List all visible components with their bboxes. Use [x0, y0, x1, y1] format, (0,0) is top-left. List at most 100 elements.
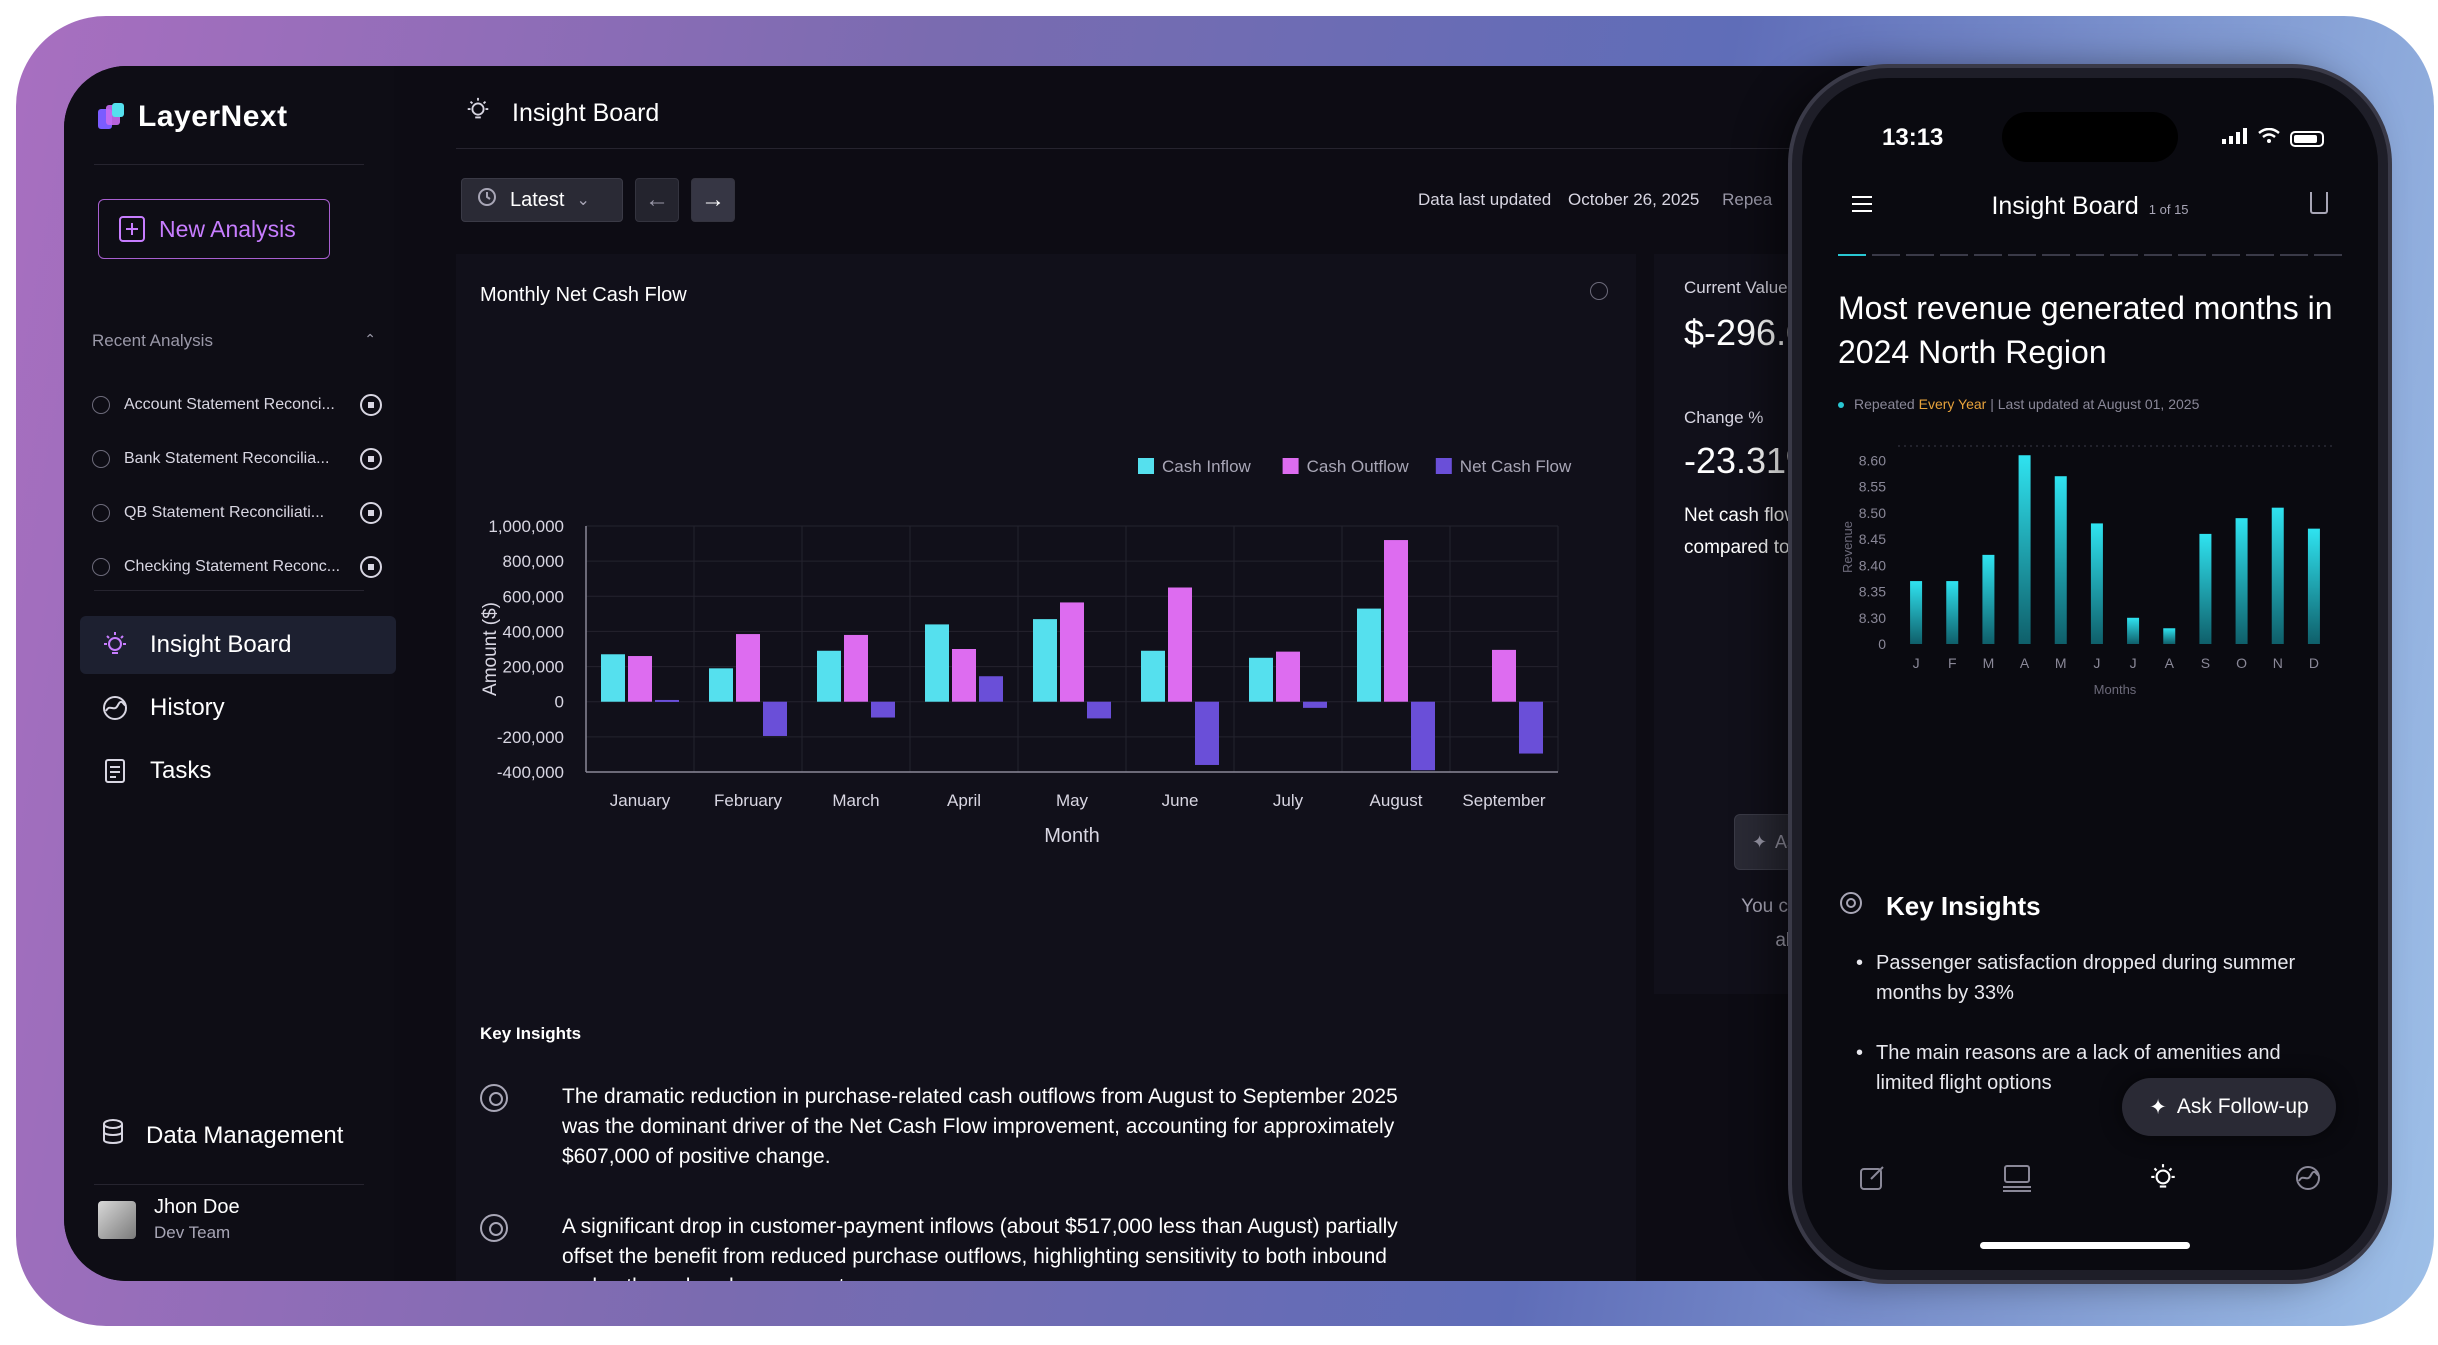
lightbulb-icon [464, 96, 492, 131]
phone-key-insights-title: Key Insights [1838, 890, 2041, 923]
stop-icon[interactable] [360, 394, 382, 416]
insight-line: was the dominant driver of the Net Cash … [562, 1115, 1395, 1138]
x-tick-label: May [1056, 791, 1089, 810]
bar [1141, 650, 1165, 702]
tab-insight-board[interactable] [2143, 1160, 2183, 1200]
insight-icon [480, 1084, 508, 1112]
meta-every: Every Year [1918, 396, 1987, 412]
legend-label: Cash Inflow [1162, 457, 1252, 476]
recent-analysis-header[interactable]: Recent Analysis ⌃ [92, 331, 376, 351]
stop-icon[interactable] [360, 448, 382, 470]
legend-swatch [1138, 458, 1154, 474]
recent-item[interactable]: QB Statement Reconciliati... [92, 486, 382, 540]
bar [871, 701, 895, 718]
stop-icon[interactable] [360, 556, 382, 578]
toolbar: Latest ⌄ ← → [461, 178, 735, 222]
sidebar-item-insight-board[interactable]: Insight Board [80, 616, 396, 674]
recent-analysis-list: Account Statement Reconci... Bank Statem… [92, 378, 382, 594]
insight-line: offset the benefit from reduced purchase… [562, 1245, 1387, 1268]
repeat-label: Repea [1722, 190, 1773, 209]
bar [1168, 587, 1192, 702]
history-icon [2293, 1163, 2323, 1198]
x-tick-label: March [832, 791, 879, 810]
menu-icon[interactable] [1852, 196, 1872, 217]
new-analysis-button[interactable]: New Analysis [98, 199, 330, 259]
wifi-icon [2258, 127, 2280, 149]
recent-item-label: Bank Statement Reconcilia... [124, 450, 330, 467]
legend-swatch [1282, 458, 1299, 474]
progress-segment [2212, 254, 2240, 256]
sidebar-item-tasks[interactable]: Tasks [80, 742, 396, 800]
data-management-label: Data Management [146, 1121, 344, 1149]
progress-segment [2042, 254, 2070, 256]
page-indicator: 1 of 15 [2148, 202, 2189, 217]
tab-history[interactable] [2288, 1160, 2328, 1200]
x-axis-label: Month [1044, 825, 1100, 847]
phone-key-insights-label: Key Insights [1886, 891, 2041, 921]
bar [1060, 602, 1084, 702]
progress-segment [2076, 254, 2104, 256]
sidebar-item-label: History [150, 694, 225, 721]
bar [1384, 540, 1408, 702]
phone-title: Insight Board 1 of 15 [1802, 192, 2378, 221]
value-note: Net cash flow im compared to Aug [1684, 500, 1828, 564]
x-tick-label: September [1462, 791, 1545, 810]
x-tick-label: J [2093, 655, 2100, 671]
recent-item-label: Checking Statement Reconc... [124, 558, 341, 575]
y-tick-label: 8.60 [1859, 452, 1886, 468]
insight-text: The dramatic reduction in purchase-relat… [562, 1082, 1398, 1172]
sidebar-item-label: Tasks [150, 757, 212, 784]
updated-date: October 26, 2025 [1568, 190, 1700, 209]
progress-segment [2280, 254, 2308, 256]
insight-line: and outbound cash movements. [562, 1272, 1398, 1281]
x-tick-label: S [2201, 655, 2210, 671]
edit-icon [1857, 1163, 1887, 1198]
sidebar-item-history[interactable]: History [80, 679, 396, 737]
info-icon[interactable] [1590, 282, 1608, 300]
phone-heading: Most revenue generated months in 2024 No… [1838, 290, 2333, 370]
bar [2127, 617, 2140, 644]
bar [1519, 701, 1543, 754]
bar [2199, 533, 2212, 644]
current-value-label: Current Value [1684, 278, 1788, 297]
ask-follow-up-button[interactable]: ✦ Ask Follow-up [2122, 1078, 2336, 1136]
recent-analysis-title: Recent Analysis [92, 331, 213, 350]
sidebar-item-data-management[interactable]: Data Management [100, 1118, 343, 1153]
bar [1249, 657, 1273, 702]
history-icon [100, 693, 130, 723]
phone-header: Insight Board 1 of 15 [1802, 178, 2378, 238]
legend-swatch [1435, 458, 1452, 474]
insight-line: $607,000 of positive change. [562, 1145, 831, 1168]
previous-button[interactable]: ← [635, 178, 679, 222]
user-profile[interactable]: Jhon Doe Dev Team [98, 1196, 240, 1243]
bar [2163, 628, 2176, 644]
progress-segment [2314, 254, 2342, 256]
sidebar-divider [94, 164, 364, 165]
chevron-up-icon[interactable]: ⌃ [364, 331, 376, 347]
stop-icon[interactable] [360, 502, 382, 524]
x-tick-label: April [947, 791, 981, 810]
phone-mockup: 13:13 Insight Board 1 of 15 [1792, 68, 2388, 1280]
tab-tasks[interactable] [1997, 1160, 2037, 1200]
phone-meta: Repeated Every Year | Last updated at Au… [1838, 396, 2199, 412]
progress-segment [1974, 254, 2002, 256]
bar [2271, 507, 2284, 644]
y-tick-label: 0 [1878, 636, 1886, 652]
progress-segment [2110, 254, 2138, 256]
bar [601, 654, 625, 702]
bar [763, 701, 787, 736]
bar [1357, 608, 1381, 702]
next-button[interactable]: → [691, 178, 735, 222]
share-icon[interactable] [2310, 192, 2328, 214]
tab-new[interactable] [1852, 1160, 1892, 1200]
list-item: Passenger satisfaction dropped during su… [1856, 948, 2336, 1008]
insight-line: A significant drop in customer-payment i… [562, 1215, 1398, 1238]
bar [655, 699, 679, 702]
y-tick-label: 8.40 [1859, 557, 1886, 573]
recent-item-label: QB Statement Reconciliati... [124, 504, 325, 521]
recent-item[interactable]: Checking Statement Reconc... [92, 540, 382, 594]
recent-item[interactable]: Account Statement Reconci... [92, 378, 382, 432]
recent-item[interactable]: Bank Statement Reconcilia... [92, 432, 382, 486]
version-select[interactable]: Latest ⌄ [461, 178, 623, 222]
progress-segment [1872, 254, 1900, 256]
